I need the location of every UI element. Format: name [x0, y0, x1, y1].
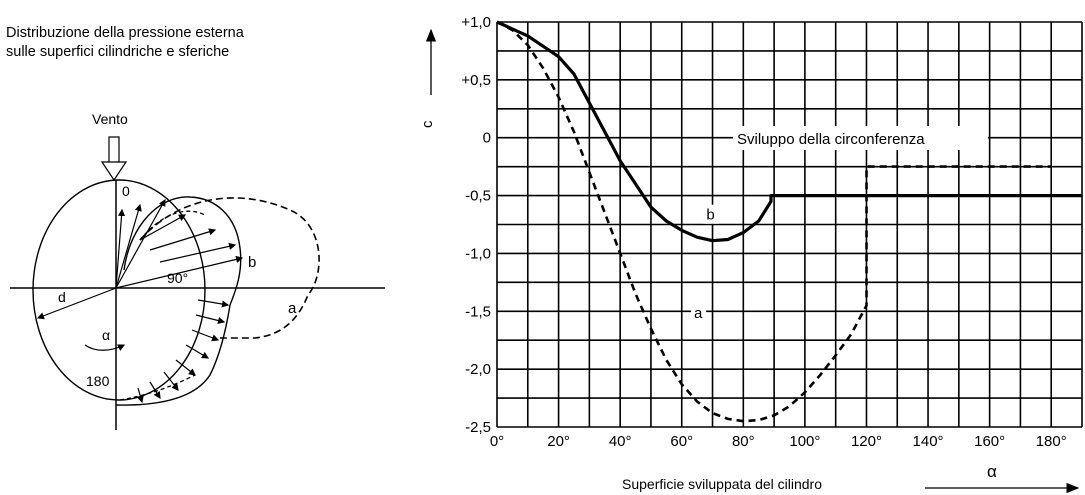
- alpha-label: α: [102, 327, 110, 343]
- y-tick-label: +1,0: [461, 14, 491, 31]
- caption-line-2: sulle superfici cilindriche e sferiche: [6, 44, 230, 60]
- curve-a-label: a: [288, 300, 297, 317]
- y-tick-labels: +1,0 +0,5 0 -0,5 -1,0 -1,5 -2,0 -2,5: [461, 14, 491, 436]
- series-label-background: [691, 303, 707, 323]
- x-tick-labels: 0° 20° 40° 60° 80° 100° 120° 140° 160° 180°: [490, 433, 1067, 450]
- wind-label: Vento: [92, 111, 128, 127]
- y-tick-label: -2,0: [465, 361, 491, 378]
- x-tick-label: 160°: [974, 433, 1005, 450]
- y-tick-label: -2,5: [465, 419, 491, 436]
- x-tick-label: 140°: [913, 433, 944, 450]
- x-tick-label: 20°: [547, 433, 570, 450]
- alpha-arc: [84, 344, 126, 351]
- curve-b-label: b: [248, 254, 256, 271]
- diagram-curve-a: [139, 197, 320, 339]
- annotation-background: [733, 126, 988, 150]
- pressure-distribution-diagram: Vento d α 0 90° 180 b a: [10, 111, 385, 430]
- x-tick-label: 180°: [1036, 433, 1067, 450]
- wind-arrow-icon: [100, 136, 128, 182]
- diameter-line: [36, 287, 117, 320]
- x-tick-label: 60°: [670, 433, 693, 450]
- x-tick-label: 120°: [851, 433, 882, 450]
- chart-annotation: Sviluppo della circonferenza: [737, 131, 925, 148]
- angle-0-label: 0: [122, 183, 130, 199]
- series-label-b: b: [706, 207, 714, 224]
- chart-series: [496, 20, 1082, 423]
- y-tick-label: -0,5: [465, 188, 491, 205]
- x-tick-label: 0°: [490, 433, 504, 450]
- x-tick-label: 40°: [609, 433, 632, 450]
- angle-90-label: 90°: [167, 270, 188, 286]
- series-label-a: a: [694, 305, 703, 322]
- y-tick-label: 0: [483, 130, 491, 147]
- y-axis-label: c: [419, 120, 436, 128]
- series-line-a: [496, 20, 1052, 423]
- y-tick-label: +0,5: [461, 72, 491, 89]
- cylinder-circle: [32, 179, 206, 401]
- x-tick-label: 100°: [789, 433, 820, 450]
- chart-grid: [496, 21, 1083, 428]
- x-axis-label: Superficie sviluppata del cilindro: [622, 476, 822, 492]
- y-tick-label: -1,5: [465, 303, 491, 320]
- series-line-b: [496, 20, 1082, 243]
- y-tick-label: -1,0: [465, 245, 491, 262]
- angle-180-label: 180: [86, 373, 110, 389]
- figure-caption: Distribuzione della pressione esterna su…: [6, 24, 366, 62]
- caption-line-1: Distribuzione della pressione esterna: [6, 25, 244, 41]
- diagram-curve-b: [115, 196, 242, 406]
- pressure-vectors: [115, 198, 244, 404]
- diameter-label: d: [58, 289, 66, 305]
- x-axis-symbol: α: [987, 462, 997, 481]
- x-tick-label: 80°: [732, 433, 755, 450]
- series-labels: ba: [691, 204, 719, 323]
- series-label-background: [703, 204, 719, 224]
